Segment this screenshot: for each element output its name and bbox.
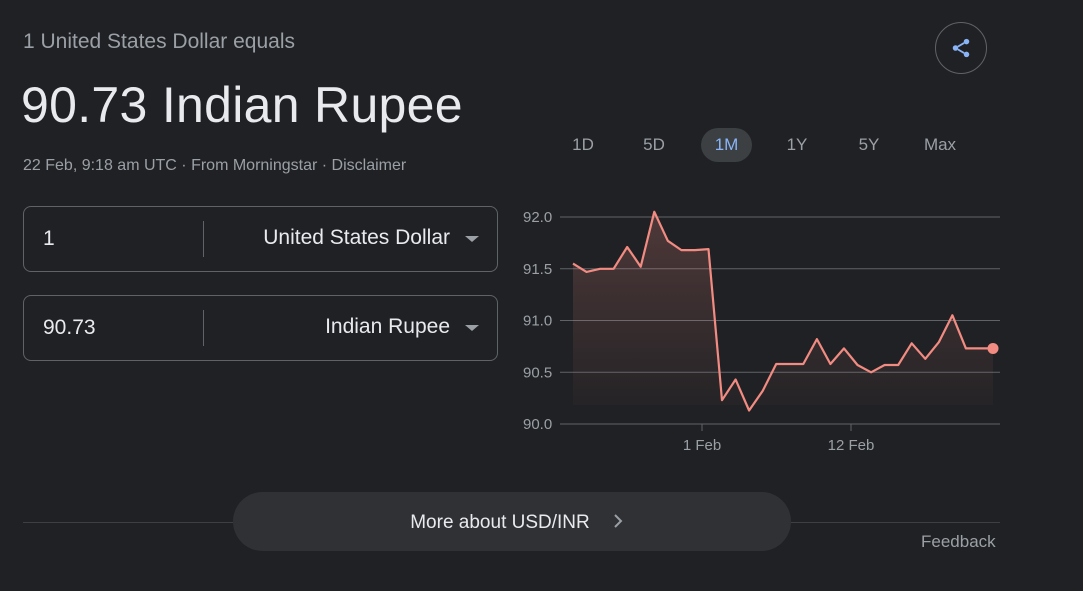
area-fill: [573, 211, 993, 411]
meta-separator: ·: [176, 157, 192, 174]
range-tab-5d[interactable]: 5D: [643, 135, 665, 154]
meta-line: 22 Feb, 9:18 am UTC · From Morningstar ·…: [23, 157, 406, 175]
share-icon: [952, 38, 970, 58]
converter-divider: [203, 221, 204, 257]
x-tick-label: 1 Feb: [683, 437, 721, 454]
meta-separator: ·: [317, 157, 332, 174]
more-about-button[interactable]: More about USD/INR: [233, 492, 791, 551]
to-amount-input[interactable]: [24, 296, 202, 360]
divider-line: [791, 522, 1000, 523]
more-about-label: More about USD/INR: [410, 512, 590, 533]
range-tab-5y[interactable]: 5Y: [858, 135, 880, 154]
share-button[interactable]: [935, 22, 987, 74]
exchange-rate-chart[interactable]: 92.0 91.5 91.0 90.5 90.0 1 Feb 12 Feb: [510, 200, 1010, 465]
feedback-link[interactable]: Feedback: [921, 532, 996, 551]
result-value: 90.73 Indian Rupee: [21, 77, 463, 133]
y-tick-label: 90.5: [523, 364, 552, 381]
y-tick-label: 91.5: [523, 261, 552, 278]
equals-label: 1 United States Dollar equals: [23, 30, 295, 53]
disclaimer-link[interactable]: Disclaimer: [331, 157, 407, 174]
range-tab-max[interactable]: Max: [923, 135, 957, 154]
to-currency-label: Indian Rupee: [325, 315, 450, 338]
chevron-right-icon: [614, 514, 623, 528]
range-tab-1m[interactable]: 1M: [701, 128, 752, 162]
x-tick-label: 12 Feb: [828, 437, 875, 454]
range-tab-1y[interactable]: 1Y: [786, 135, 808, 154]
caret-down-icon: [465, 325, 479, 331]
y-tick-label: 91.0: [523, 313, 552, 330]
divider-line: [23, 522, 233, 523]
y-tick-label: 90.0: [523, 416, 552, 433]
from-converter-box: United States Dollar: [23, 206, 498, 272]
last-point-marker: [987, 342, 999, 354]
to-currency-select[interactable]: Indian Rupee: [205, 296, 497, 360]
caret-down-icon: [465, 236, 479, 242]
y-tick-label: 92.0: [523, 209, 552, 226]
to-converter-box: Indian Rupee: [23, 295, 498, 361]
timestamp: 22 Feb, 9:18 am UTC: [23, 157, 177, 174]
converter-divider: [203, 310, 204, 346]
from-currency-label: United States Dollar: [263, 226, 450, 249]
from-currency-select[interactable]: United States Dollar: [205, 207, 497, 271]
series-line: [572, 210, 993, 412]
source-link[interactable]: From Morningstar: [191, 157, 318, 174]
from-amount-input[interactable]: [24, 207, 202, 271]
range-tab-1d[interactable]: 1D: [572, 135, 594, 154]
